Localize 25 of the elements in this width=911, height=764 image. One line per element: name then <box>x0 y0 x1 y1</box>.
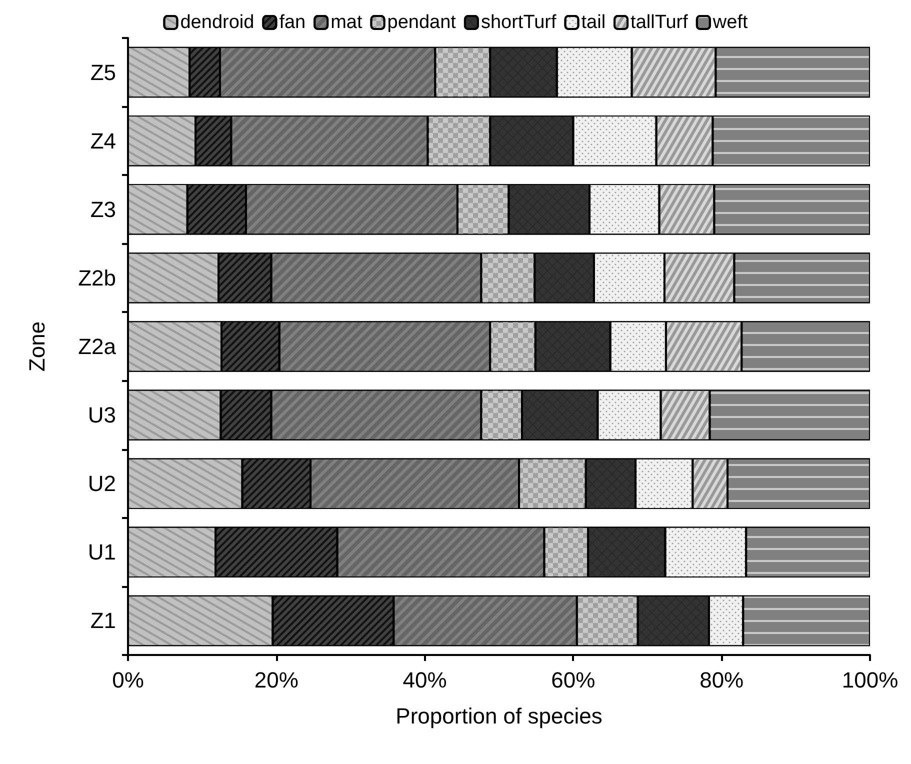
x-tick-label: 60% <box>551 668 596 692</box>
legend-label: tail <box>581 12 606 33</box>
x-tick-label: 40% <box>402 668 447 692</box>
y-axis-title: Zone <box>24 321 50 372</box>
y-tick-label: U2 <box>88 471 116 496</box>
legend-label: mat <box>330 12 363 33</box>
legend-label: shortTurf <box>480 12 557 33</box>
x-tick-label: 0% <box>112 668 144 692</box>
y-tick-label: Z5 <box>90 60 116 85</box>
x-tick-label: 20% <box>254 668 298 692</box>
y-tick-label: U3 <box>88 402 116 428</box>
legend-label: fan <box>279 12 306 33</box>
legend-label: dendroid <box>180 12 254 33</box>
y-tick-label: Z2a <box>78 334 117 359</box>
legend-label: pendant <box>387 12 457 33</box>
x-tick-label: 100% <box>842 668 898 692</box>
y-tick-label: U1 <box>88 540 116 565</box>
y-tick-label: Z3 <box>90 196 116 222</box>
x-axis-title: Proportion of species <box>396 704 602 728</box>
x-tick-label: 80% <box>700 668 744 692</box>
y-tick-label: Z4 <box>90 128 116 154</box>
legend-label: tallTurf <box>630 12 689 33</box>
y-tick-label: Z2b <box>78 265 116 290</box>
y-tick-label: Z1 <box>90 608 116 634</box>
legend-label: weft <box>712 12 748 33</box>
